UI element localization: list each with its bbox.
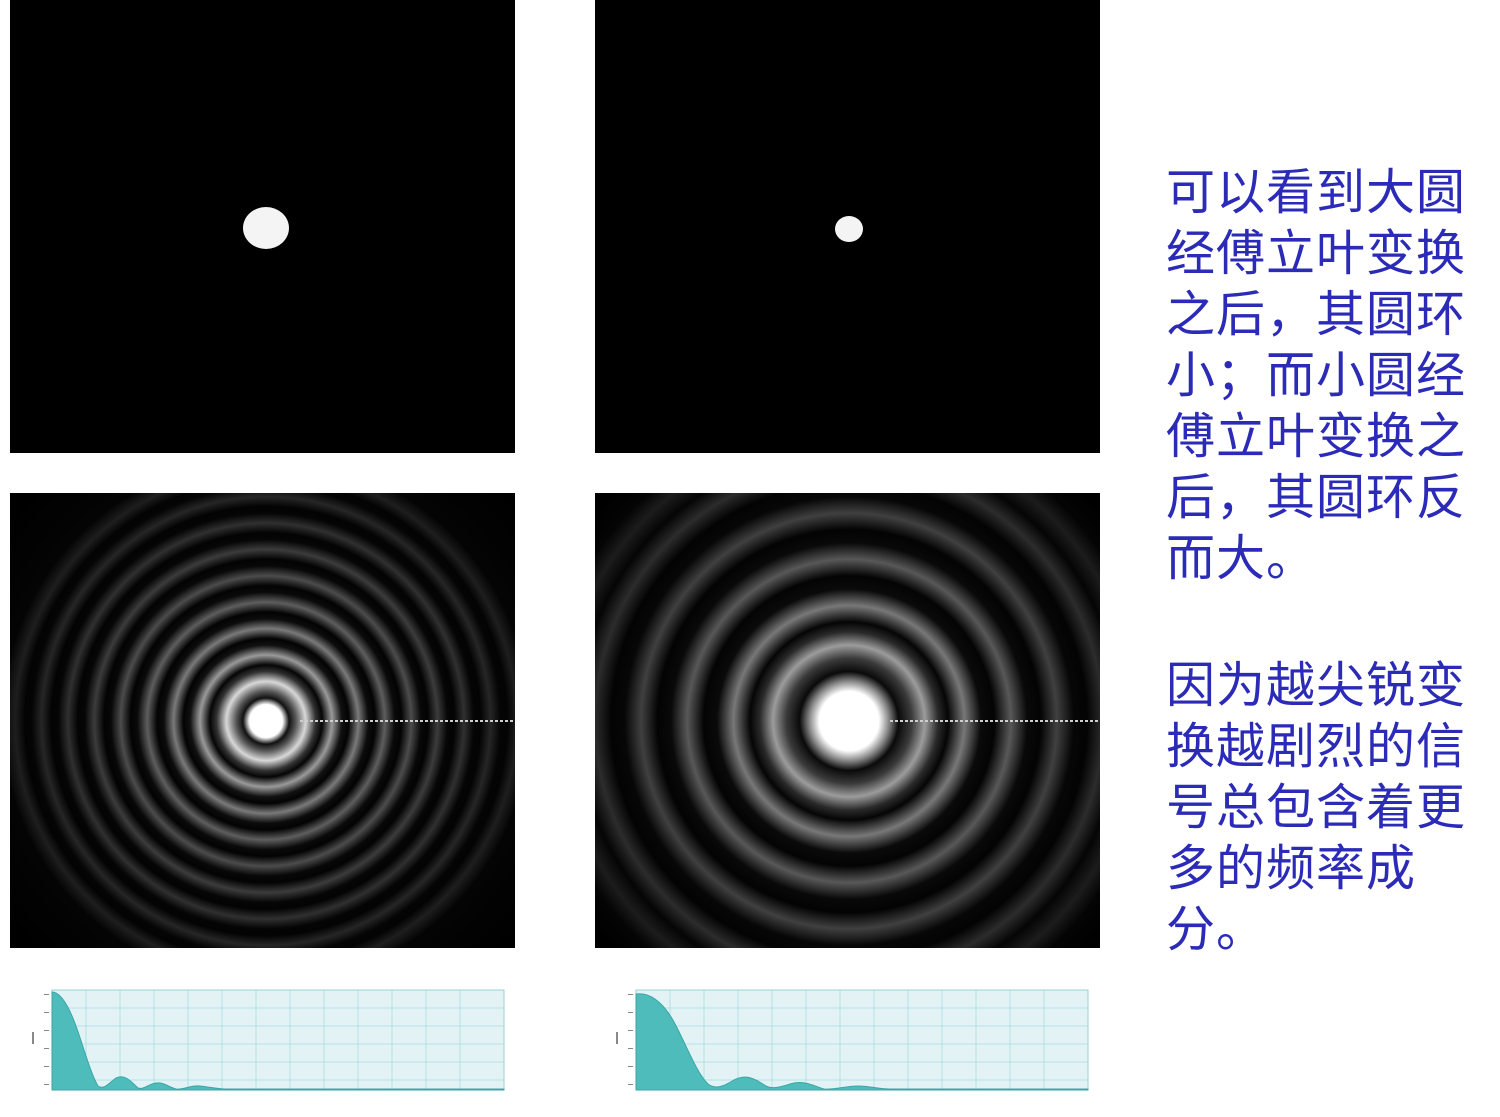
explanation-paragraph-2: 因为越尖锐变 换越剧烈的信 号总包含着更 多的频率成分。 — [1166, 657, 1467, 958]
large-profile-svg — [32, 989, 505, 1091]
large-circle-fourier-image — [10, 493, 515, 948]
large-fourier-svg — [10, 493, 515, 948]
small-circle-image — [595, 0, 1100, 453]
profile-curve — [635, 993, 1089, 1091]
large-circle-profile-plot — [30, 986, 508, 1102]
small-circle-profile-plot — [614, 986, 1092, 1102]
small-fourier-svg — [595, 493, 1100, 948]
large-circle-image — [10, 0, 515, 453]
small-circle-fourier-image — [595, 493, 1100, 948]
small-profile-svg — [616, 989, 1089, 1091]
large-disc — [243, 207, 289, 249]
explanation-paragraph-1: 可以看到大圆 经傅立叶变换 之后，其圆环 小；而小圆经 傅立叶变换之 后，其圆环… — [1166, 164, 1467, 587]
profile-curve — [51, 991, 505, 1091]
large-circle-svg — [10, 0, 515, 453]
small-circle-svg — [595, 0, 1100, 453]
small-disc — [835, 216, 863, 242]
